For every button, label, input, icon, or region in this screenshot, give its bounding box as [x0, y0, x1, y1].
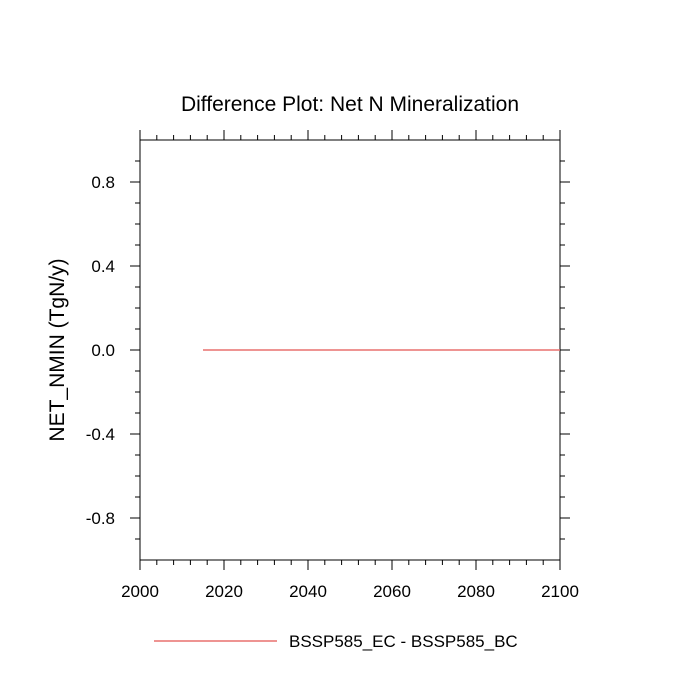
y-axis-label: NET_NMIN (TgN/y) [46, 258, 69, 441]
y-tick-label: 0.8 [91, 173, 115, 192]
y-axis-tick-labels: -0.8 -0.4 0.0 0.4 0.8 [86, 173, 115, 528]
x-tick-label: 2040 [289, 582, 327, 601]
x-tick-label: 2000 [121, 582, 159, 601]
y-tick-label: -0.8 [86, 509, 115, 528]
legend: BSSP585_EC - BSSP585_BC [154, 632, 518, 651]
legend-label: BSSP585_EC - BSSP585_BC [289, 632, 518, 651]
x-tick-label: 2100 [541, 582, 579, 601]
y-tick-label: 0.4 [91, 257, 115, 276]
chart-title: Difference Plot: Net N Mineralization [181, 93, 519, 116]
axis-ticks [130, 130, 570, 570]
x-tick-label: 2020 [205, 582, 243, 601]
x-axis-tick-labels: 2000 2020 2040 2060 2080 2100 [121, 582, 579, 601]
y-tick-label: 0.0 [91, 341, 115, 360]
x-tick-label: 2080 [457, 582, 495, 601]
y-tick-label: -0.4 [86, 425, 115, 444]
x-tick-label: 2060 [373, 582, 411, 601]
